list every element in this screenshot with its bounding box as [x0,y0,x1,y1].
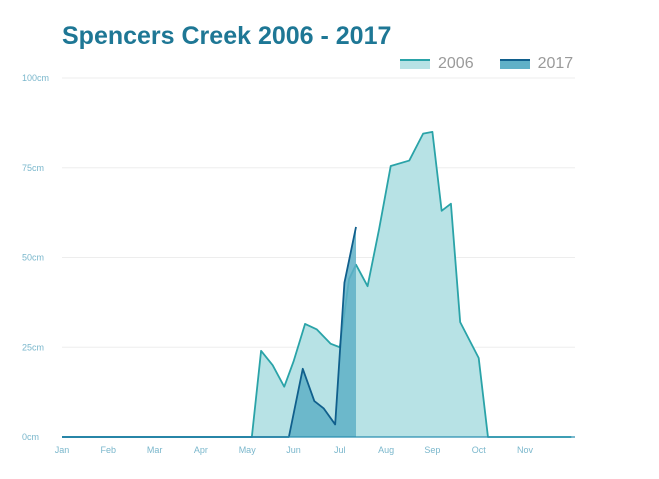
x-tick-label: Oct [472,445,487,455]
chart-title: Spencers Creek 2006 - 2017 [62,22,392,50]
legend-swatch-2006 [400,59,430,69]
x-tick-label: Jun [286,445,301,455]
x-tick-label: Nov [517,445,534,455]
x-tick-label: Mar [147,445,163,455]
x-tick-label: Jul [334,445,346,455]
x-tick-label: May [239,445,257,455]
x-tick-label: Aug [378,445,394,455]
series-line-2017 [62,226,357,438]
legend-item-2006[interactable]: 2006 [400,55,474,73]
y-tick-label: 75cm [22,163,44,173]
x-tick-label: Jan [55,445,70,455]
x-tick-label: Sep [424,445,440,455]
x-tick-label: Apr [194,445,208,455]
legend-item-2017[interactable]: 2017 [499,55,574,73]
y-tick-label: 50cm [22,253,44,263]
series-line-2006 [62,130,572,438]
legend-label-2006: 2006 [438,55,474,72]
y-tick-label: 0cm [22,432,39,442]
legend: 2006 2017 [400,55,573,73]
y-tick-label: 25cm [22,342,44,352]
legend-swatch-2017 [499,59,530,69]
series-area-2017 [62,226,357,437]
legend-label-2017: 2017 [537,55,574,72]
y-tick-label: 100cm [22,73,49,83]
x-tick-label: Feb [101,445,117,455]
series-area-2006 [62,131,572,437]
